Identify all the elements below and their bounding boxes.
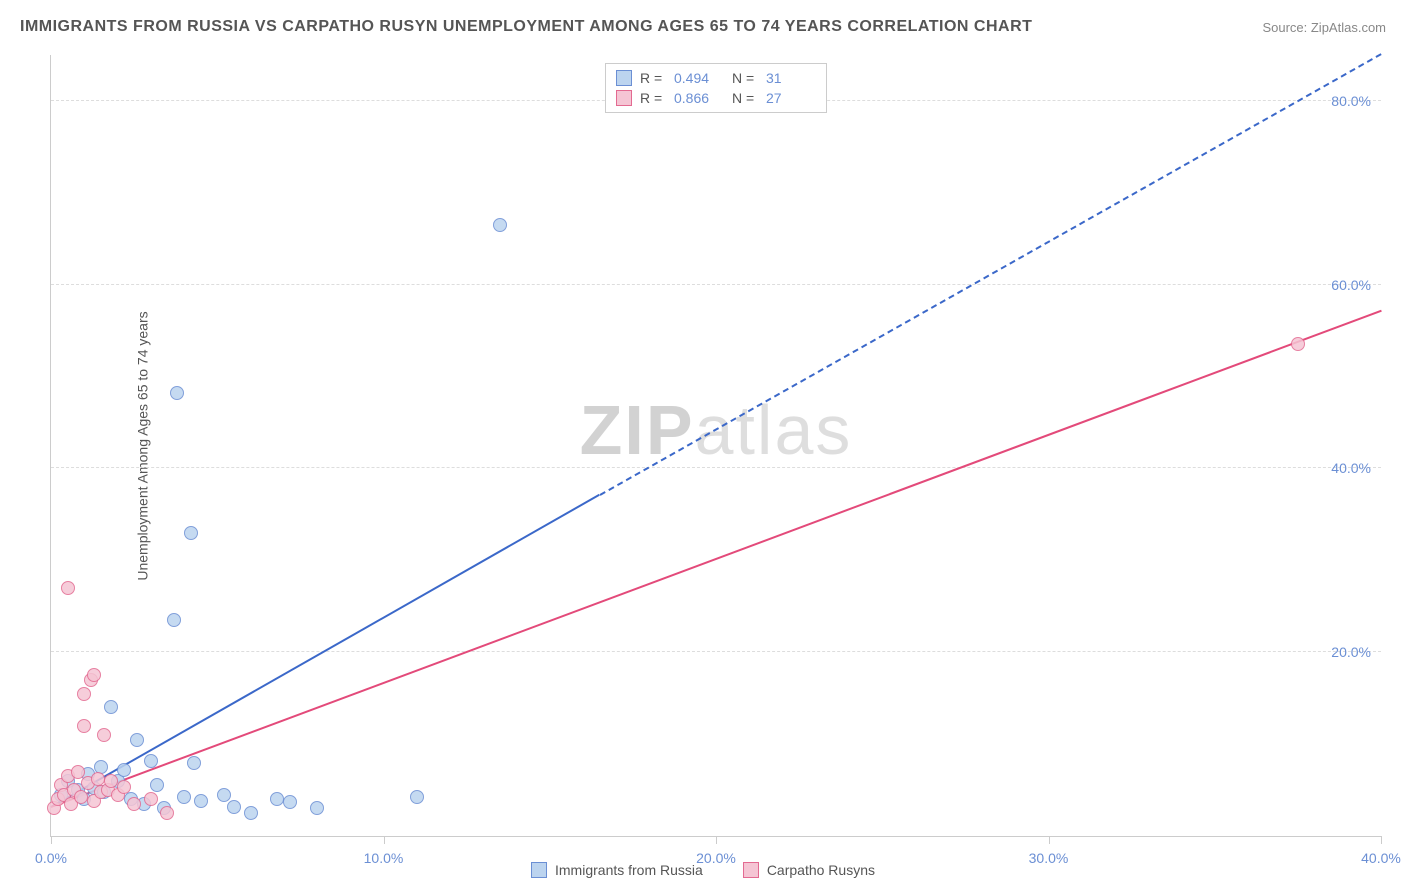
data-point (184, 526, 198, 540)
data-point (217, 788, 231, 802)
data-point (160, 806, 174, 820)
data-point (410, 790, 424, 804)
data-point (283, 795, 297, 809)
x-tick-label: 30.0% (1029, 850, 1069, 866)
legend-item-russia: Immigrants from Russia (531, 862, 703, 878)
data-point (1291, 337, 1305, 351)
chart-title: IMMIGRANTS FROM RUSSIA VS CARPATHO RUSYN… (20, 18, 1032, 36)
y-tick-label: 80.0% (1331, 93, 1371, 109)
data-point (244, 806, 258, 820)
y-tick-label: 60.0% (1331, 277, 1371, 293)
trend-line (51, 310, 1382, 808)
data-point (117, 780, 131, 794)
data-point (117, 763, 131, 777)
data-point (104, 774, 118, 788)
legend-item-rusyn: Carpatho Rusyns (743, 862, 875, 878)
data-point (167, 613, 181, 627)
x-tick (1381, 836, 1382, 844)
data-point (177, 790, 191, 804)
x-tick (1049, 836, 1050, 844)
grid-line (51, 651, 1381, 652)
swatch-rusyn (616, 90, 632, 106)
data-point (493, 218, 507, 232)
grid-line (51, 284, 1381, 285)
data-point (130, 733, 144, 747)
data-point (270, 792, 284, 806)
legend-label: Immigrants from Russia (555, 862, 703, 878)
data-point (74, 790, 88, 804)
grid-line (51, 467, 1381, 468)
y-tick-label: 20.0% (1331, 644, 1371, 660)
data-point (87, 668, 101, 682)
r-label: R = (640, 90, 666, 106)
n-label: N = (732, 70, 758, 86)
data-point (77, 719, 91, 733)
n-value: 31 (766, 70, 816, 86)
data-point (194, 794, 208, 808)
data-point (227, 800, 241, 814)
swatch-rusyn (743, 862, 759, 878)
data-point (77, 687, 91, 701)
legend-row-rusyn: R = 0.866 N = 27 (616, 88, 816, 108)
x-tick-label: 40.0% (1361, 850, 1401, 866)
data-point (61, 581, 75, 595)
series-legend: Immigrants from Russia Carpatho Rusyns (531, 862, 875, 878)
chart-plot-area: ZIPatlas R = 0.494 N = 31 R = 0.866 N = … (50, 55, 1381, 837)
data-point (144, 792, 158, 806)
data-point (187, 756, 201, 770)
r-value: 0.494 (674, 70, 724, 86)
n-value: 27 (766, 90, 816, 106)
trend-line (599, 53, 1381, 496)
x-tick (716, 836, 717, 844)
legend-row-russia: R = 0.494 N = 31 (616, 68, 816, 88)
watermark-light: atlas (695, 391, 853, 469)
r-value: 0.866 (674, 90, 724, 106)
n-label: N = (732, 90, 758, 106)
source-attribution: Source: ZipAtlas.com (1262, 20, 1386, 35)
x-tick-label: 10.0% (364, 850, 404, 866)
r-label: R = (640, 70, 666, 86)
x-tick (384, 836, 385, 844)
y-tick-label: 40.0% (1331, 460, 1371, 476)
data-point (127, 797, 141, 811)
data-point (310, 801, 324, 815)
data-point (170, 386, 184, 400)
swatch-russia (531, 862, 547, 878)
correlation-legend: R = 0.494 N = 31 R = 0.866 N = 27 (605, 63, 827, 113)
data-point (97, 728, 111, 742)
swatch-russia (616, 70, 632, 86)
watermark-strong: ZIP (580, 391, 695, 469)
data-point (144, 754, 158, 768)
legend-label: Carpatho Rusyns (767, 862, 875, 878)
x-tick (51, 836, 52, 844)
data-point (150, 778, 164, 792)
data-point (104, 700, 118, 714)
x-tick-label: 0.0% (35, 850, 67, 866)
